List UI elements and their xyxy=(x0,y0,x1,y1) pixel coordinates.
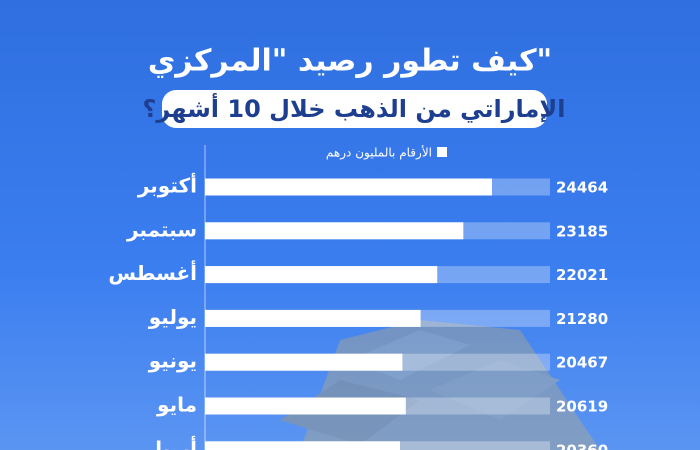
bar xyxy=(205,441,400,450)
y-tick-label: أغسطس xyxy=(108,259,197,285)
bar xyxy=(205,266,438,284)
bar xyxy=(205,353,403,371)
value-label: 24464 xyxy=(556,179,608,197)
subtitle-box xyxy=(162,90,547,128)
value-label: 20360 xyxy=(556,441,608,450)
y-tick-label: أكتوبر xyxy=(137,172,197,198)
y-tick-label: أبريل xyxy=(145,434,197,450)
bar xyxy=(205,309,421,327)
chart-subtitle: الإماراتي من الذهب خلال 10 أشهر؟ xyxy=(143,93,566,123)
chart-title: كيف تطور رصيد "المركزي" xyxy=(148,44,552,79)
bar xyxy=(205,397,406,415)
value-label: 23185 xyxy=(556,222,608,240)
value-label: 20619 xyxy=(556,398,608,416)
y-tick-label: يونيو xyxy=(148,349,197,373)
value-label: 20467 xyxy=(556,354,608,372)
value-label: 22021 xyxy=(556,266,608,284)
legend-swatch xyxy=(437,147,447,157)
y-tick-label: مايو xyxy=(156,393,197,417)
y-tick-label: يوليو xyxy=(148,305,197,329)
legend-label: الأرقام بالمليون درهم xyxy=(326,145,432,161)
bar xyxy=(205,222,464,240)
value-label: 21280 xyxy=(556,310,608,328)
bar xyxy=(205,178,492,196)
y-tick-label: سبتمبر xyxy=(126,217,197,241)
